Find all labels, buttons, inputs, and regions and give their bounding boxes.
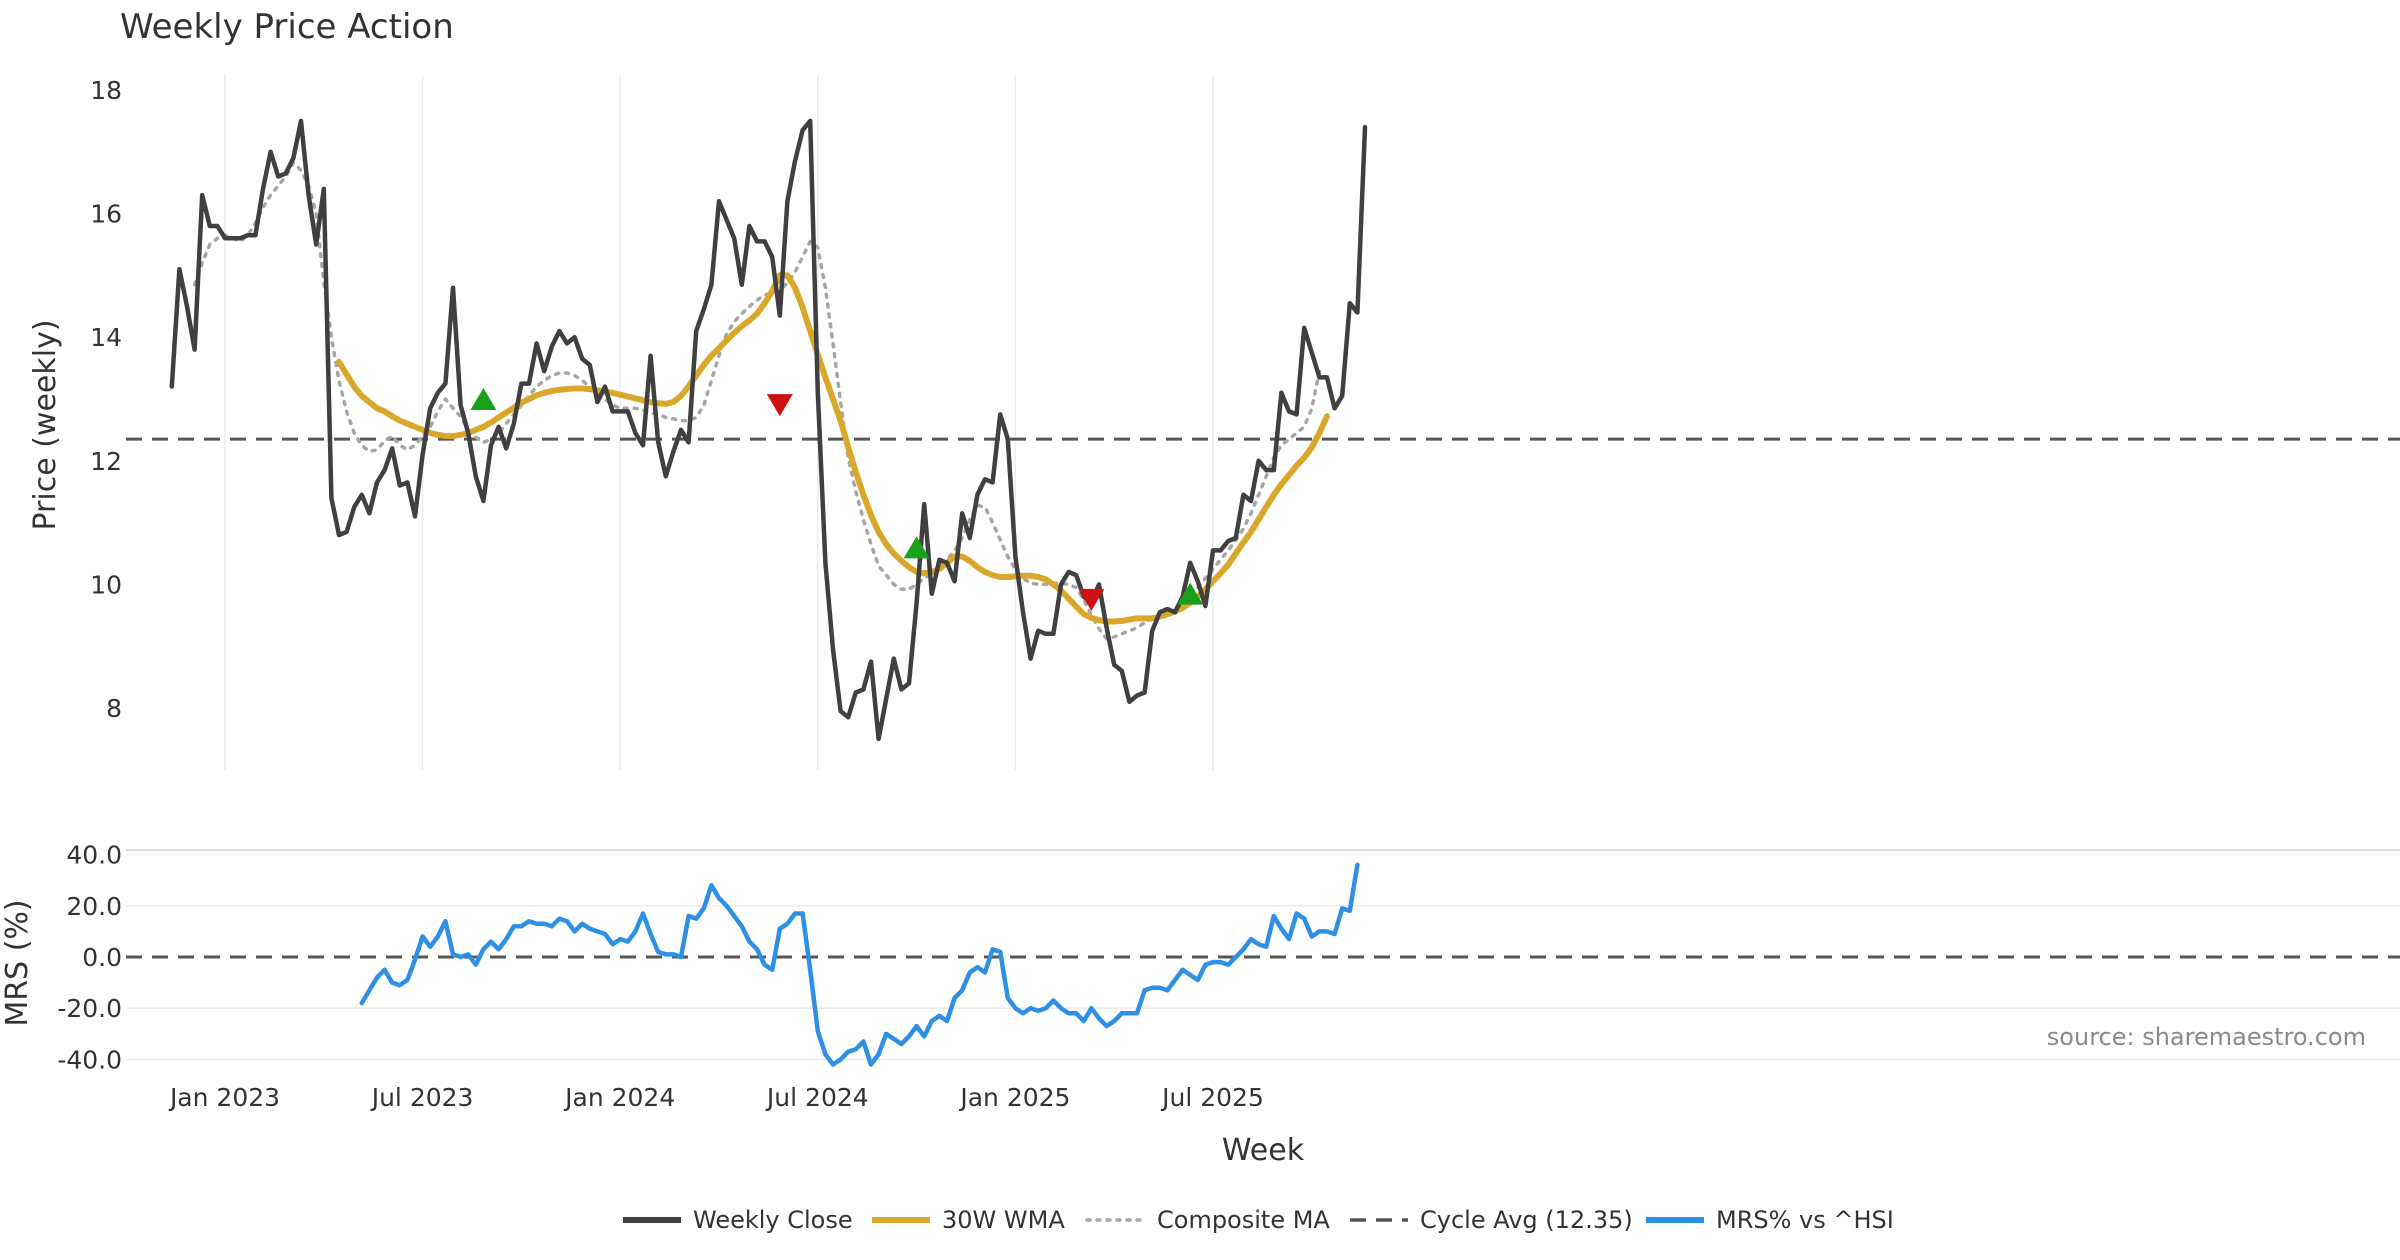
price-y-tick-label: 8 xyxy=(106,694,122,723)
mrs-y-tick-label: 20.0 xyxy=(66,892,122,921)
x-tick-label: Jul 2025 xyxy=(1160,1083,1264,1112)
sell-signal-marker xyxy=(766,394,793,417)
mrs-y-axis-label: MRS (%) xyxy=(0,899,35,1026)
mrs-y-ticks: 40.0 20.0 0.0 -20.0 -40.0 xyxy=(57,841,122,1075)
source-annotation: source: sharemaestro.com xyxy=(2047,1023,2366,1051)
mrs-grid xyxy=(126,849,2400,1061)
mrs-y-tick-label: -20.0 xyxy=(57,994,122,1023)
legend-label-weekly-close: Weekly Close xyxy=(693,1206,853,1234)
buy-signal-marker xyxy=(470,388,497,410)
price-y-tick-label: 10 xyxy=(90,570,122,599)
sell-signal-marker xyxy=(1078,588,1105,611)
price-y-tick-label: 16 xyxy=(90,200,122,229)
signal-markers xyxy=(470,388,1204,611)
legend-label-mrs-vs-hsi: MRS% vs ^HSI xyxy=(1716,1206,1894,1234)
buy-signal-marker xyxy=(1177,582,1204,605)
series-weekly-close xyxy=(169,118,1368,742)
legend-label-30w-wma: 30W WMA xyxy=(942,1206,1065,1234)
legend-label-cycle-avg-12-35: Cycle Avg (12.35) xyxy=(1420,1206,1633,1234)
price-y-tick-label: 14 xyxy=(90,323,122,352)
series-30w-wma xyxy=(336,272,1330,625)
mrs-y-tick-label: 0.0 xyxy=(82,943,122,972)
chart-title: Weekly Price Action xyxy=(120,7,454,47)
x-axis-label: Week xyxy=(1222,1133,1305,1168)
x-tick-label: Jan 2023 xyxy=(168,1083,280,1112)
price-grid xyxy=(224,75,1214,770)
price-y-axis-label: Price (weekly) xyxy=(28,319,63,530)
mrs-y-tick-label: -40.0 xyxy=(57,1045,122,1074)
legend-label-composite-ma: Composite MA xyxy=(1157,1206,1330,1234)
x-tick-label: Jan 2025 xyxy=(958,1083,1070,1112)
x-tick-label: Jan 2024 xyxy=(563,1083,675,1112)
x-tick-label: Jul 2024 xyxy=(765,1083,869,1112)
buy-signal-marker xyxy=(903,536,930,559)
price-y-ticks: 18 16 14 12 10 8 xyxy=(90,76,122,723)
x-tick-label: Jul 2023 xyxy=(370,1083,474,1112)
legend: Weekly Close 30W WMA Composite MA Cycle Avg… xyxy=(623,1206,1894,1234)
price-y-tick-label: 12 xyxy=(90,447,122,476)
x-ticks: Jan 2023 Jul 2023 Jan 2024 Jul 2024 Jan 2025… xyxy=(168,1083,1264,1112)
mrs-y-tick-label: 40.0 xyxy=(66,841,122,870)
series-mrs-vs-hsi xyxy=(359,862,1360,1067)
series-composite-ma xyxy=(192,161,1322,641)
price-y-tick-label: 18 xyxy=(90,76,122,105)
series-layer xyxy=(126,118,2400,1067)
